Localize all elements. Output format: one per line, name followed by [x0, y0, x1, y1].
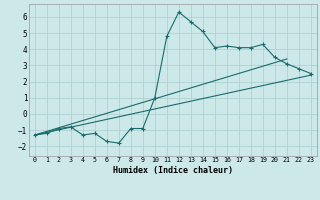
X-axis label: Humidex (Indice chaleur): Humidex (Indice chaleur): [113, 166, 233, 175]
